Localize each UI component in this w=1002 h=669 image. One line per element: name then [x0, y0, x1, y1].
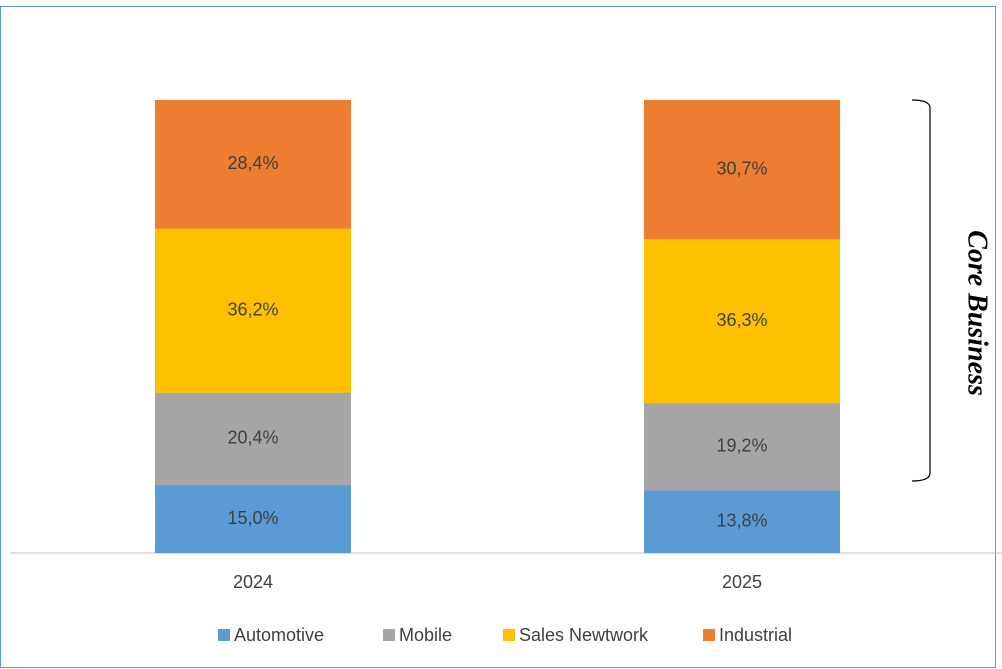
data-label: 36,3% — [716, 310, 767, 330]
bar-segment — [155, 485, 351, 553]
bar-segment — [155, 100, 351, 229]
legend-label: Automotive — [234, 625, 324, 645]
legend-label: Mobile — [399, 625, 452, 645]
chart-border — [0, 6, 996, 668]
bar-segment — [155, 392, 351, 486]
legend-swatch — [503, 629, 515, 641]
legend-swatch — [703, 629, 715, 641]
bar-segment — [644, 100, 840, 240]
data-label: 13,8% — [716, 510, 767, 530]
legend-swatch — [218, 629, 230, 641]
bar-segment — [644, 490, 840, 553]
bar-segment — [644, 403, 840, 491]
data-label: 28,4% — [227, 153, 278, 173]
x-tick-label: 2025 — [722, 572, 762, 592]
bar-segment — [644, 239, 840, 404]
data-label: 30,7% — [716, 158, 767, 178]
bar-segment — [155, 228, 351, 393]
legend-swatch — [383, 629, 395, 641]
data-label: 20,4% — [227, 428, 278, 448]
x-tick-label: 2024 — [233, 572, 273, 592]
legend-label: Sales Newtwork — [519, 625, 649, 645]
bracket — [911, 99, 931, 482]
data-label: 15,0% — [227, 508, 278, 528]
data-label: 19,2% — [716, 436, 767, 456]
annotation: Core Business — [962, 230, 993, 396]
data-label: 36,2% — [227, 299, 278, 319]
legend-label: Industrial — [719, 625, 792, 645]
